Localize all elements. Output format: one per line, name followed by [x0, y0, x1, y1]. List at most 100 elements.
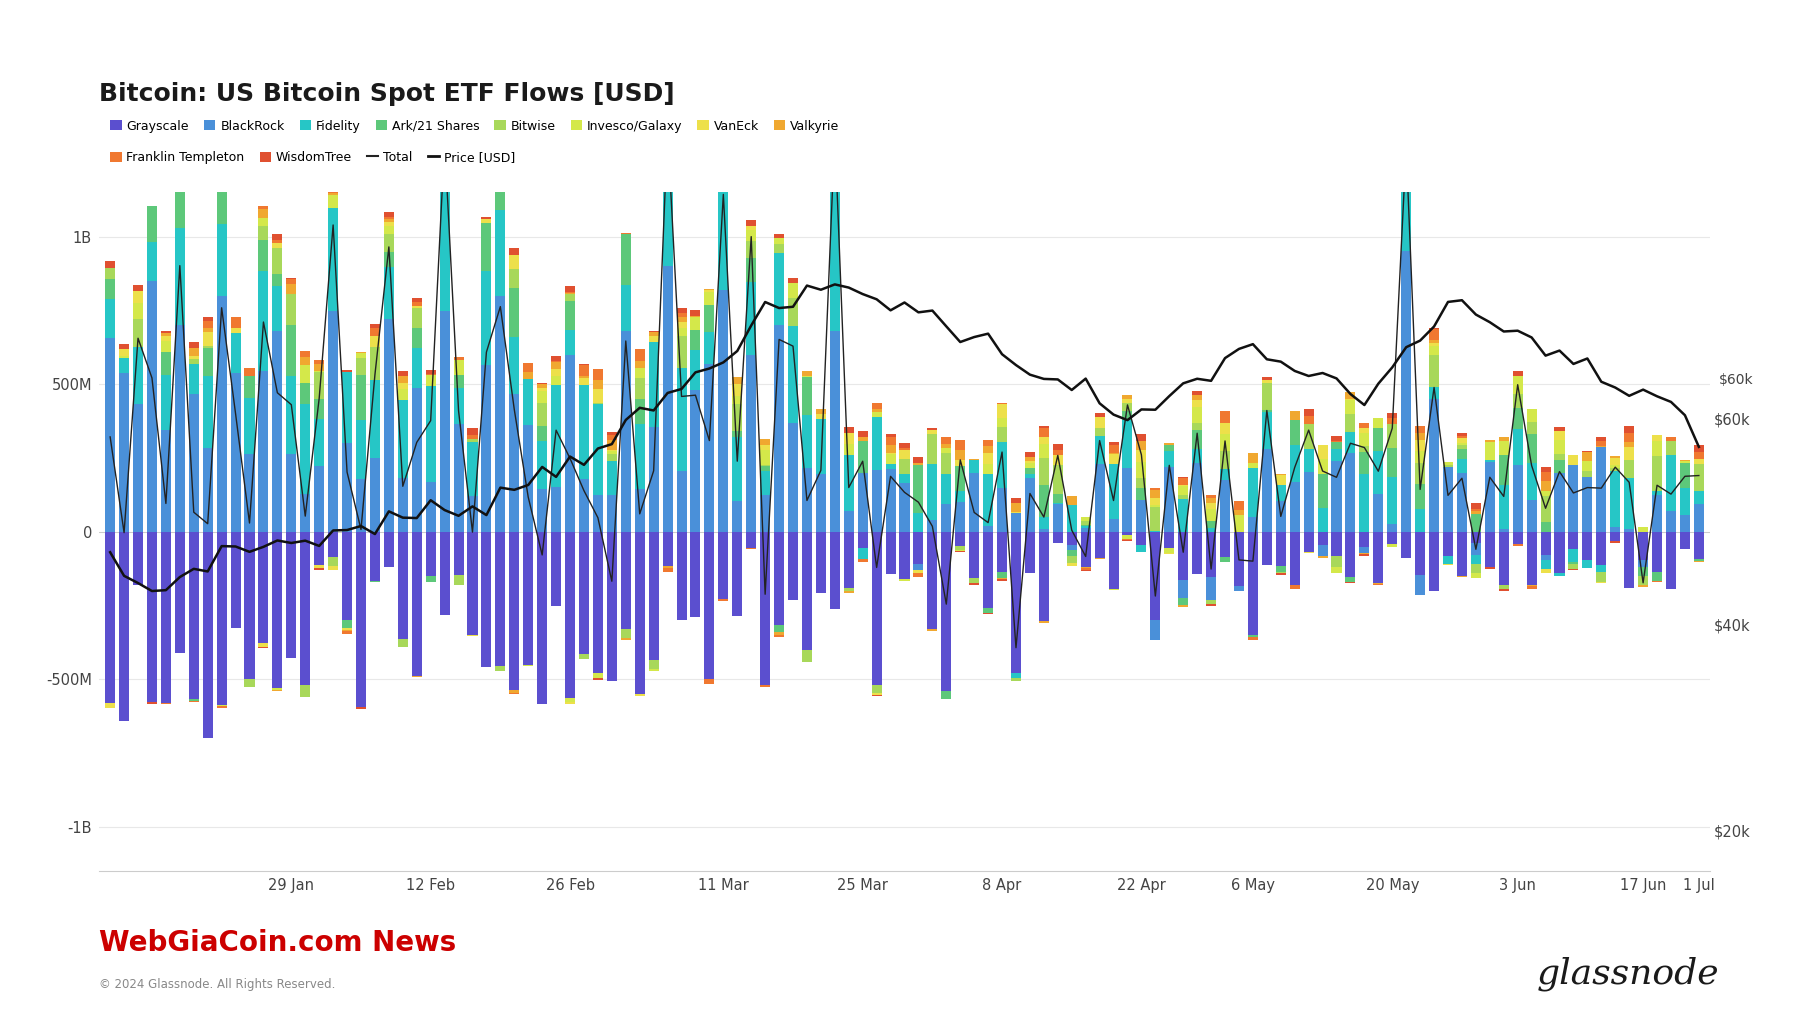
Bar [1136, 441, 1147, 451]
Bar [1303, 408, 1314, 415]
Bar [1109, 454, 1118, 464]
Bar [1526, 408, 1537, 422]
Bar [481, 532, 491, 668]
Bar [383, 226, 394, 234]
Bar [189, 356, 198, 359]
Bar [148, 702, 157, 704]
Bar [747, 355, 756, 532]
Bar [592, 494, 603, 532]
Text: WebGiaCoin.com News: WebGiaCoin.com News [99, 929, 455, 957]
Bar [1555, 454, 1564, 461]
Bar [662, 565, 673, 568]
Bar [383, 217, 394, 219]
Bar [677, 368, 686, 471]
Bar [1624, 447, 1634, 460]
Bar [104, 703, 115, 708]
Bar [830, 331, 841, 532]
Bar [1150, 508, 1161, 531]
Bar [175, 174, 185, 186]
Bar [997, 442, 1006, 487]
Bar [997, 417, 1006, 426]
Bar [104, 279, 115, 299]
Bar [1235, 501, 1244, 511]
Bar [328, 193, 338, 196]
Bar [1415, 574, 1426, 595]
Bar [760, 446, 770, 450]
Bar [1235, 586, 1244, 591]
Bar [662, 109, 673, 142]
Bar [1123, 419, 1132, 468]
Bar [1109, 532, 1118, 589]
Bar [301, 532, 310, 685]
Bar [1667, 437, 1676, 441]
Bar [760, 450, 770, 465]
Bar [468, 435, 477, 439]
Bar [941, 691, 952, 699]
Bar [913, 570, 923, 572]
Bar [621, 234, 630, 286]
Bar [104, 337, 115, 532]
Bar [439, 311, 450, 532]
Bar [1192, 430, 1202, 449]
Bar [704, 291, 715, 292]
Bar [718, 532, 729, 600]
Bar [607, 451, 617, 454]
Bar [704, 680, 715, 684]
Bar [148, 532, 157, 702]
Bar [1611, 465, 1620, 468]
Bar [509, 269, 520, 288]
Bar [1541, 523, 1550, 532]
Bar [230, 317, 241, 328]
Bar [230, 373, 241, 532]
Bar [1582, 461, 1593, 471]
Bar [1276, 485, 1285, 500]
Bar [871, 685, 882, 694]
Bar [1165, 548, 1174, 553]
Bar [1456, 449, 1467, 459]
Bar [1597, 572, 1606, 582]
Bar [760, 440, 770, 446]
Bar [439, 101, 450, 129]
Bar [1429, 340, 1438, 342]
Bar [371, 336, 380, 347]
Bar [1373, 428, 1384, 451]
Bar [1456, 445, 1467, 449]
Bar [1039, 428, 1049, 438]
Bar [1597, 437, 1606, 442]
Bar [216, 147, 227, 171]
Bar [857, 437, 868, 441]
Bar [1444, 564, 1453, 565]
Bar [160, 340, 171, 352]
Bar [983, 453, 994, 464]
Bar [1359, 532, 1370, 547]
Bar [203, 347, 212, 377]
Bar [900, 451, 909, 459]
Bar [245, 532, 254, 680]
Bar [1318, 532, 1328, 545]
Bar [648, 660, 659, 669]
Bar [1053, 503, 1062, 504]
Bar [524, 379, 533, 425]
Bar [1541, 532, 1550, 554]
Bar [160, 375, 171, 430]
Bar [1512, 408, 1523, 428]
Bar [830, 532, 841, 609]
Bar [1415, 426, 1426, 434]
Bar [621, 233, 630, 234]
Bar [1235, 532, 1244, 586]
Bar [635, 694, 644, 696]
Bar [133, 285, 142, 292]
Bar [383, 222, 394, 226]
Bar [1247, 468, 1258, 517]
Bar [607, 440, 617, 450]
Bar [1206, 509, 1217, 522]
Bar [301, 350, 310, 358]
Bar [1694, 503, 1705, 532]
Bar [774, 532, 785, 625]
Bar [398, 389, 409, 400]
Bar [830, 80, 841, 140]
Bar [203, 345, 212, 347]
Bar [747, 220, 756, 226]
Bar [886, 464, 896, 469]
Bar [1053, 444, 1062, 450]
